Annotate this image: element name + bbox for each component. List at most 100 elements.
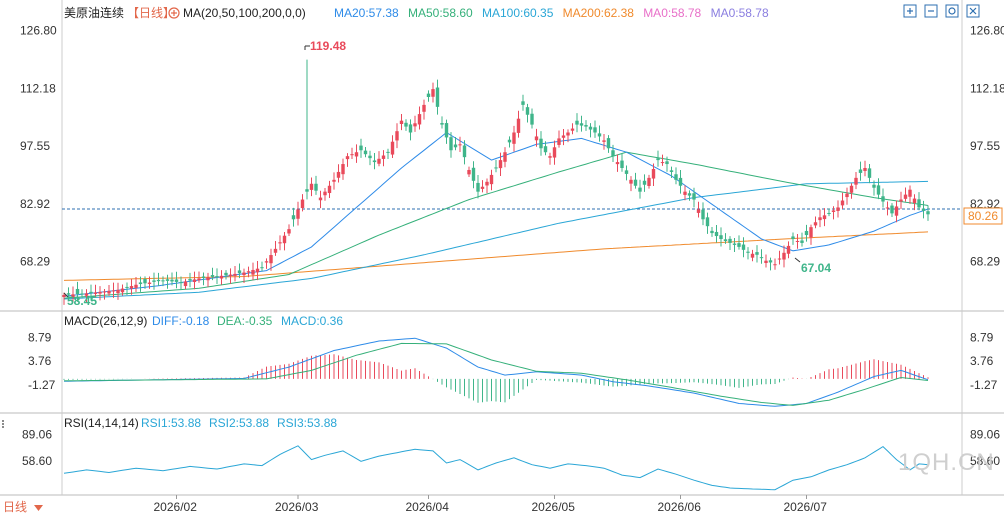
ma-value-2: MA100:60.35 [482, 6, 554, 20]
ma-lines [63, 131, 929, 300]
rsi-axis-right: 89.06 58.60 [970, 428, 1000, 468]
candle-body [809, 227, 813, 238]
candle-body [201, 276, 206, 278]
candle-body [750, 253, 755, 258]
candle-body [233, 273, 237, 276]
candle-body [831, 210, 836, 212]
candle-body [282, 235, 287, 244]
candle-body [408, 124, 413, 133]
candle-body [777, 258, 782, 260]
candle-body [782, 252, 786, 260]
candle-body [692, 193, 696, 200]
macd-tick-right-1: 3.76 [970, 354, 994, 368]
candle-body [273, 248, 278, 253]
candle-body [62, 295, 66, 297]
candle-body [210, 275, 215, 277]
candle-body [858, 169, 863, 173]
candle-body [251, 269, 255, 275]
candle-body [561, 135, 566, 138]
candle-body [224, 272, 228, 276]
candle-body [170, 279, 174, 282]
candle-body [908, 189, 912, 197]
expand-icon[interactable] [903, 4, 917, 18]
candle-body [530, 113, 534, 125]
current-price-box [963, 207, 1003, 225]
macd-macd-value: MACD:0.36 [281, 314, 343, 328]
candle-body [849, 185, 854, 193]
candle-body [102, 291, 107, 293]
rsi-tick-right-0: 89.06 [970, 428, 1000, 442]
ma-value-4: MA0:58.78 [643, 6, 701, 20]
price-tick-left-2: 97.55 [20, 139, 50, 153]
price-tick-right-0: 126.80 [970, 24, 1004, 38]
candle-body [881, 196, 885, 202]
add-indicator-icon[interactable] [168, 7, 180, 19]
candle-body [552, 147, 557, 158]
candle-body [98, 291, 102, 294]
ma-value-1: MA50:58.60 [408, 6, 473, 20]
candle-body [390, 141, 395, 155]
period-button-label: 日线 [3, 500, 27, 514]
candle-body [215, 276, 219, 278]
candle-body [566, 132, 570, 136]
candle-body [449, 137, 453, 151]
candle-body [611, 150, 615, 157]
candle-body [800, 240, 804, 243]
candle-body [143, 278, 147, 284]
period-button[interactable]: 日线 [3, 500, 43, 514]
month-label-5: 2026/07 [784, 500, 828, 514]
candle-body [242, 272, 246, 276]
candle-body [152, 280, 156, 282]
candle-body [642, 180, 647, 185]
ma-settings-label[interactable]: MA(20,50,100,200,0,0) [183, 6, 306, 20]
candle-body [296, 209, 300, 219]
candle-body [381, 155, 386, 159]
candle-body [165, 279, 170, 281]
macd-tick-right-2: -1.27 [970, 378, 998, 392]
collapse-icon[interactable] [924, 4, 938, 18]
candle-body [179, 282, 183, 284]
candle-body [278, 242, 282, 244]
candle-body [921, 208, 926, 211]
candle-body [134, 284, 138, 288]
settings-icon[interactable] [945, 4, 959, 18]
ma-value-0: MA20:57.38 [334, 6, 399, 20]
candle-body [602, 140, 606, 142]
macd-title: MACD(26,12,9) [64, 314, 147, 328]
candle-body [120, 288, 125, 293]
candle-body [345, 156, 350, 160]
candle-body [111, 290, 116, 292]
rsi-tick-left-1: 58.60 [22, 454, 52, 468]
rsi1-value: RSI1:53.88 [141, 416, 201, 430]
high-annotation-label: 119.48 [310, 39, 346, 53]
candle-body [791, 236, 795, 239]
candle-body [579, 123, 584, 126]
candle-body [107, 290, 111, 294]
candle-body [75, 288, 80, 295]
candle-body [656, 158, 660, 161]
candle-body [872, 184, 876, 188]
price-tick-left-3: 82.92 [20, 197, 50, 211]
rsi-path [63, 445, 929, 491]
candle-body [548, 156, 552, 158]
close-icon[interactable] [966, 4, 980, 18]
current-price-label: 80.26 [968, 209, 998, 223]
price-tick-right-1: 112.18 [970, 81, 1004, 95]
rsi-menu-icon[interactable] [2, 420, 4, 428]
candle-body [350, 154, 354, 156]
candle-body [368, 155, 372, 159]
candle-body [431, 89, 435, 97]
candle-body [309, 183, 314, 190]
candle-body [125, 286, 129, 288]
ma100-line [63, 180, 929, 300]
macd-tick-left-1: 3.76 [28, 354, 52, 368]
candle-body [458, 144, 462, 146]
candle-body [89, 291, 93, 294]
candle-body [836, 207, 840, 211]
candle-body [417, 114, 422, 125]
candle-body [678, 177, 683, 186]
candle-body [80, 293, 84, 295]
candle-body [575, 120, 579, 125]
